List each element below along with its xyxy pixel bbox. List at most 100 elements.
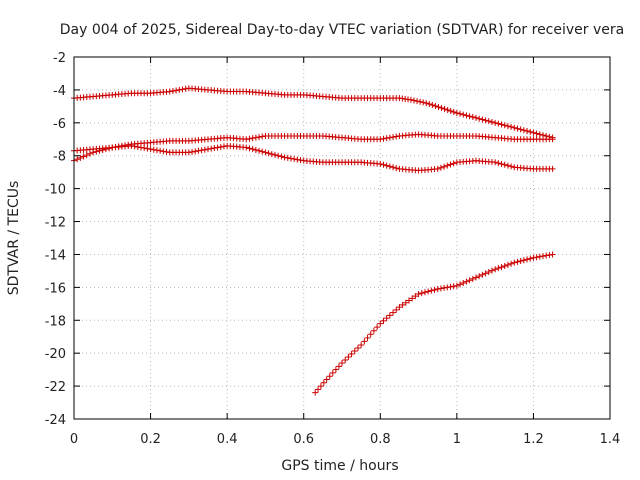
- data-point: [335, 363, 342, 370]
- data-point: [543, 252, 550, 259]
- data-point: [246, 135, 253, 142]
- data-point: [329, 369, 336, 376]
- data-point: [469, 114, 476, 121]
- data-point: [435, 104, 442, 111]
- data-point: [498, 121, 505, 128]
- data-point: [380, 317, 387, 324]
- data-point: [495, 160, 502, 167]
- data-point: [278, 153, 285, 160]
- data-point: [437, 285, 444, 292]
- data-point: [249, 135, 256, 142]
- data-point: [444, 284, 451, 291]
- data-point: [473, 274, 479, 281]
- data-point: [479, 116, 486, 123]
- data-point: [83, 152, 90, 159]
- data-point: [246, 145, 253, 152]
- data-point: [386, 134, 393, 141]
- data-point: [205, 146, 211, 153]
- data-point: [498, 160, 505, 167]
- data-point: [530, 129, 537, 136]
- data-point: [399, 301, 406, 308]
- data-point: [447, 161, 454, 168]
- data-point: [173, 87, 180, 94]
- data-point: [501, 262, 508, 269]
- data-point: [495, 265, 502, 272]
- data-point: [268, 151, 275, 158]
- data-point: [326, 373, 333, 380]
- data-point: [517, 126, 524, 133]
- data-point: [393, 165, 400, 172]
- data-point: [533, 254, 540, 261]
- data-point: [380, 135, 387, 142]
- data-point: [514, 125, 521, 132]
- data-point: [520, 127, 527, 134]
- data-point: [249, 146, 256, 153]
- data-point: [312, 389, 319, 396]
- data-point: [441, 105, 448, 112]
- data-point: [425, 288, 432, 295]
- data-point: [179, 86, 186, 93]
- data-point: [485, 118, 492, 125]
- data-point: [482, 270, 489, 277]
- data-point: [354, 344, 361, 351]
- data-point: [243, 136, 250, 143]
- data-point: [201, 146, 208, 153]
- data-point: [466, 113, 473, 120]
- data-point: [259, 133, 266, 140]
- data-point: [415, 290, 422, 297]
- data-point: [315, 386, 322, 393]
- data-point: [463, 278, 470, 285]
- series-4: [312, 251, 556, 396]
- data-point: [479, 271, 486, 278]
- y-tick-label: -6: [53, 117, 66, 132]
- data-point: [192, 148, 199, 155]
- data-point: [370, 327, 377, 334]
- data-point: [453, 109, 460, 116]
- data-point: [383, 135, 390, 142]
- data-point: [549, 165, 556, 172]
- data-point: [182, 85, 189, 92]
- data-point: [514, 258, 521, 265]
- data-point: [412, 293, 419, 300]
- data-point: [297, 157, 304, 164]
- data-point: [407, 96, 414, 103]
- data-point: [214, 144, 221, 151]
- data-point: [450, 108, 457, 115]
- data-point: [189, 148, 196, 155]
- data-point: [243, 144, 250, 151]
- data-point: [217, 143, 224, 150]
- data-point: [517, 258, 524, 265]
- data-point: [504, 162, 511, 169]
- data-point: [469, 275, 476, 282]
- data-point: [414, 98, 421, 105]
- data-point: [176, 86, 183, 93]
- data-point: [198, 147, 205, 154]
- x-tick-label: 0.4: [217, 432, 238, 447]
- y-tick-label: -8: [53, 150, 66, 165]
- data-point: [420, 99, 427, 106]
- data-point: [429, 102, 436, 109]
- data-point: [390, 164, 397, 171]
- data-point: [495, 120, 502, 127]
- data-point: [351, 347, 358, 354]
- data-point: [147, 146, 154, 153]
- data-point: [476, 115, 483, 122]
- data-point: [530, 254, 537, 261]
- data-point: [150, 146, 157, 153]
- y-tick-label: -18: [45, 314, 66, 329]
- data-point: [434, 165, 441, 172]
- data-point: [450, 283, 457, 290]
- data-point: [386, 163, 393, 170]
- y-tick-label: -16: [45, 281, 66, 296]
- axis-ticks: 0 0.2 0.4 0.6 0.8 1 1.2 1.4 -24 -22 -20 -18 -16 -14 -1…: [45, 51, 621, 447]
- data-point: [437, 164, 444, 171]
- data-point: [501, 122, 508, 129]
- data-point: [453, 282, 460, 289]
- plot-area: [71, 85, 556, 396]
- series-3: [71, 142, 556, 174]
- x-tick-label: 0: [70, 432, 78, 447]
- data-point: [511, 124, 518, 131]
- data-point: [220, 143, 227, 150]
- data-point: [377, 136, 384, 143]
